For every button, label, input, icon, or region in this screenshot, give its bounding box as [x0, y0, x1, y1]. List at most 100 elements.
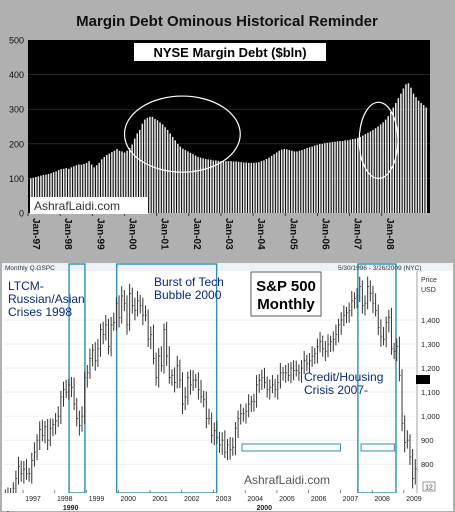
margin-debt-y-tick-label: 500	[9, 36, 24, 46]
margin-debt-bar	[339, 141, 341, 213]
margin-debt-bar	[324, 143, 326, 213]
sp500-currency-label: USD	[421, 287, 436, 294]
margin-debt-bar	[313, 145, 316, 213]
margin-debt-bar	[303, 148, 306, 213]
margin-debt-x-tick-label: Jan-03	[223, 218, 234, 250]
sp500-annotation-text: Bubble 2000	[154, 288, 222, 302]
margin-debt-bar	[40, 175, 42, 213]
sp500-gridlines	[4, 319, 415, 465]
margin-debt-bar	[341, 141, 344, 213]
margin-debt-bar	[217, 160, 220, 213]
margin-debt-bar	[187, 151, 189, 213]
margin-debt-bar	[387, 116, 389, 213]
margin-debt-highlight-circles	[123, 95, 399, 180]
margin-debt-bar	[273, 154, 275, 213]
margin-debt-bar	[346, 140, 349, 213]
sp500-annotation-text: Burst of Tech	[154, 275, 224, 289]
margin-debt-bar	[326, 142, 329, 213]
margin-debt-bar	[316, 144, 318, 213]
sp500-x-tick-label: 1999	[89, 496, 105, 503]
margin-debt-bar	[392, 107, 395, 213]
sp500-last-price-marker	[416, 375, 430, 384]
margin-debt-y-tick-label: 200	[9, 139, 24, 149]
margin-debt-x-tick-label: Jan-05	[287, 218, 298, 250]
margin-debt-bar	[60, 169, 62, 213]
margin-debt-bar	[336, 141, 339, 213]
margin-debt-bar	[182, 148, 184, 213]
margin-debt-y-tick-label: 0	[19, 209, 24, 219]
margin-debt-bar	[278, 150, 280, 213]
margin-debt-bar	[359, 136, 362, 213]
margin-debt-bar	[70, 167, 73, 213]
margin-debt-bar	[83, 163, 85, 213]
margin-debt-x-tick-label: Jan-99	[94, 218, 105, 250]
margin-debt-bar	[106, 154, 108, 213]
margin-debt-chart: 0 100 200 300 400 500 Jan-97 Jan-98 Jan-99 Jan-0…	[9, 36, 430, 250]
sp500-y-tick-label: 800	[421, 460, 434, 469]
figure-title: Margin Debt Ominous Historical Reminder	[76, 13, 378, 30]
margin-debt-x-tick-label: Jan-98	[62, 218, 73, 250]
margin-debt-x-tick-label: Jan-01	[159, 218, 170, 250]
margin-debt-bar	[364, 134, 367, 213]
margin-debt-bar	[237, 161, 240, 213]
margin-debt-bar	[420, 102, 422, 213]
margin-debt-bar	[357, 137, 359, 213]
sp500-x-axis-labels: 1997 1998 1999 2000 2001 2002 2003 2004 2005 2006…	[25, 496, 422, 512]
margin-debt-x-axis: Jan-97 Jan-98 Jan-99 Jan-00 Jan-01 Jan-02 Jan-…	[27, 213, 395, 250]
sp500-y-tick-label: 1,300	[421, 340, 440, 349]
margin-debt-bar	[215, 160, 217, 213]
margin-debt-bar	[116, 148, 118, 213]
sp500-y-axis: 800 900 1,000 1,100 1,200 1,300 1,400 1,100	[421, 316, 442, 469]
sp500-y-tick-label: 1,200	[421, 364, 440, 373]
margin-debt-bar	[240, 162, 242, 213]
margin-debt-bar	[118, 150, 121, 213]
margin-debt-bar	[93, 167, 95, 213]
margin-debt-bar	[400, 93, 402, 213]
margin-debt-bar	[412, 93, 415, 213]
margin-debt-title-box	[134, 43, 326, 61]
sp500-x-tick-label: 2000	[120, 496, 136, 503]
margin-debt-bar	[397, 98, 400, 213]
sp500-x-tick-label: 1997	[25, 496, 41, 503]
sp500-header-strip	[2, 263, 453, 271]
sp500-title-box	[250, 271, 322, 317]
margin-debt-bar	[123, 152, 126, 213]
sp500-x-sub-label: 2000	[256, 505, 272, 512]
margin-debt-bar	[384, 119, 387, 213]
margin-debt-bar	[349, 139, 351, 213]
sp500-price-label: Price	[421, 277, 437, 284]
margin-debt-bar	[98, 162, 100, 213]
margin-debt-bar	[230, 161, 232, 213]
margin-debt-x-tick-label: Jan-02	[191, 218, 202, 250]
margin-debt-y-tick-label: 400	[9, 70, 24, 80]
margin-debt-bar	[255, 162, 258, 213]
margin-debt-bar	[171, 136, 174, 213]
margin-debt-bar	[351, 138, 354, 213]
margin-debt-x-tick-label: Jan-00	[126, 218, 137, 250]
margin-debt-bar	[35, 177, 37, 213]
margin-debt-bar	[139, 129, 141, 213]
margin-debt-x-tick-label: Jan-97	[30, 218, 41, 250]
sp500-bottom-axis-strip	[2, 493, 453, 511]
sp500-corner-box	[422, 481, 436, 492]
margin-debt-bar	[108, 153, 111, 213]
margin-debt-bar	[111, 152, 113, 213]
margin-debt-bar	[382, 122, 384, 213]
margin-debt-bar	[55, 171, 57, 213]
sp500-corner-box-label: 12	[425, 485, 433, 492]
margin-debt-bar	[286, 149, 288, 213]
margin-debt-bar	[30, 178, 32, 213]
sp500-header-right: 5/30/1996 - 3/26/2009 (NYC)	[338, 265, 421, 272]
margin-debt-bar	[374, 128, 377, 213]
margin-debt-x-tick-label: Jan-06	[319, 218, 330, 250]
margin-debt-bar	[344, 140, 346, 213]
margin-debt-bar	[402, 88, 405, 213]
margin-debt-bar	[417, 100, 420, 213]
margin-debt-bars	[30, 83, 427, 214]
margin-debt-bar	[329, 142, 331, 213]
margin-debt-bar	[263, 160, 265, 213]
margin-debt-bar	[209, 159, 212, 213]
margin-debt-bar	[80, 164, 83, 213]
margin-debt-bar	[154, 118, 156, 213]
margin-debt-y-tick-label: 100	[9, 174, 24, 184]
